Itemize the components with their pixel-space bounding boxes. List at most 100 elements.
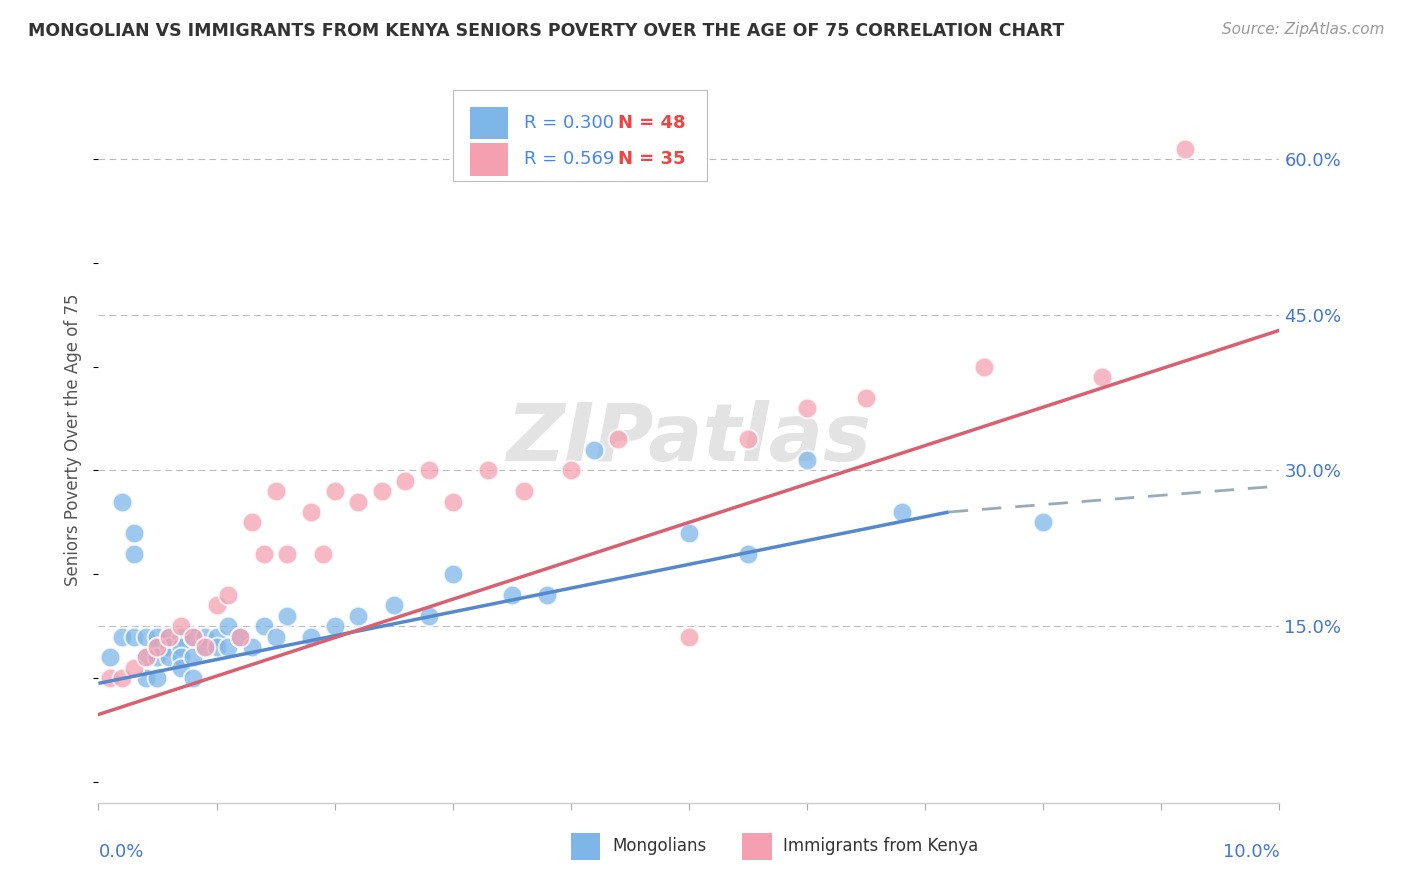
Point	[122, 525, 145, 540]
Point	[796, 401, 818, 416]
Point	[583, 442, 606, 457]
Point	[146, 630, 169, 644]
Point	[181, 650, 204, 665]
Point	[512, 484, 534, 499]
Point	[135, 650, 157, 665]
Point	[501, 588, 523, 602]
Point	[678, 525, 700, 540]
Text: R = 0.300: R = 0.300	[523, 114, 613, 132]
Point	[194, 630, 217, 644]
Point	[170, 630, 193, 644]
Point	[217, 640, 239, 654]
Point	[205, 599, 228, 613]
Text: N = 35: N = 35	[619, 151, 686, 169]
Point	[299, 505, 322, 519]
Point	[312, 547, 335, 561]
FancyBboxPatch shape	[742, 832, 772, 860]
Point	[217, 619, 239, 633]
Point	[181, 630, 204, 644]
Point	[157, 630, 180, 644]
Point	[170, 640, 193, 654]
Point	[157, 650, 180, 665]
FancyBboxPatch shape	[471, 143, 508, 176]
Point	[477, 463, 499, 477]
Point	[240, 516, 263, 530]
Text: Immigrants from Kenya: Immigrants from Kenya	[783, 838, 979, 855]
Point	[347, 494, 370, 508]
Point	[560, 463, 582, 477]
Point	[276, 547, 298, 561]
Point	[135, 630, 157, 644]
Point	[299, 630, 322, 644]
Point	[264, 484, 287, 499]
Point	[737, 547, 759, 561]
Point	[1032, 516, 1054, 530]
Point	[146, 640, 169, 654]
Point	[855, 391, 877, 405]
Point	[418, 463, 440, 477]
Point	[347, 608, 370, 623]
Point	[796, 453, 818, 467]
Point	[146, 650, 169, 665]
Point	[146, 671, 169, 685]
Point	[205, 640, 228, 654]
Text: ZIPatlas: ZIPatlas	[506, 401, 872, 478]
Point	[170, 619, 193, 633]
Text: 10.0%: 10.0%	[1223, 843, 1279, 861]
Point	[111, 494, 134, 508]
Point	[170, 650, 193, 665]
Point	[170, 661, 193, 675]
Text: Source: ZipAtlas.com: Source: ZipAtlas.com	[1222, 22, 1385, 37]
Point	[240, 640, 263, 654]
Point	[98, 650, 121, 665]
Point	[1091, 370, 1114, 384]
Point	[98, 671, 121, 685]
Point	[323, 619, 346, 633]
Text: N = 48: N = 48	[619, 114, 686, 132]
Text: R = 0.569: R = 0.569	[523, 151, 614, 169]
Point	[276, 608, 298, 623]
Point	[371, 484, 394, 499]
Point	[157, 640, 180, 654]
Text: Mongolians: Mongolians	[612, 838, 706, 855]
Point	[1174, 142, 1197, 156]
Point	[418, 608, 440, 623]
Point	[678, 630, 700, 644]
Point	[194, 640, 217, 654]
FancyBboxPatch shape	[571, 832, 600, 860]
Point	[973, 359, 995, 374]
Point	[253, 619, 276, 633]
Point	[253, 547, 276, 561]
Point	[536, 588, 558, 602]
Point	[111, 671, 134, 685]
Y-axis label: Seniors Poverty Over the Age of 75: Seniors Poverty Over the Age of 75	[65, 293, 83, 585]
Point	[122, 661, 145, 675]
Point	[146, 640, 169, 654]
Point	[394, 474, 416, 488]
Point	[135, 650, 157, 665]
Point	[441, 567, 464, 582]
FancyBboxPatch shape	[471, 107, 508, 139]
Point	[181, 671, 204, 685]
Point	[264, 630, 287, 644]
Point	[111, 630, 134, 644]
Text: MONGOLIAN VS IMMIGRANTS FROM KENYA SENIORS POVERTY OVER THE AGE OF 75 CORRELATIO: MONGOLIAN VS IMMIGRANTS FROM KENYA SENIO…	[28, 22, 1064, 40]
Point	[441, 494, 464, 508]
Point	[194, 640, 217, 654]
Point	[607, 432, 630, 446]
Point	[382, 599, 405, 613]
Point	[890, 505, 912, 519]
Point	[157, 630, 180, 644]
Point	[205, 630, 228, 644]
Point	[135, 671, 157, 685]
Point	[737, 432, 759, 446]
Point	[323, 484, 346, 499]
Point	[122, 547, 145, 561]
Point	[181, 630, 204, 644]
Point	[122, 630, 145, 644]
Point	[217, 588, 239, 602]
Point	[229, 630, 252, 644]
Text: 0.0%: 0.0%	[98, 843, 143, 861]
FancyBboxPatch shape	[453, 90, 707, 181]
Point	[229, 630, 252, 644]
